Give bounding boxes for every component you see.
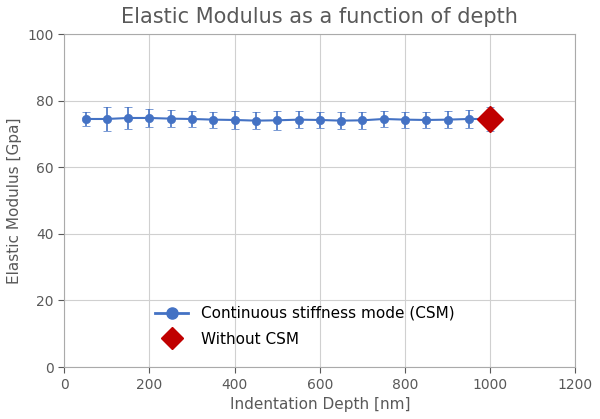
Legend: Continuous stiffness mode (CSM), Without CSM: Continuous stiffness mode (CSM), Without…	[149, 300, 460, 353]
X-axis label: Indentation Depth [nm]: Indentation Depth [nm]	[230, 397, 410, 412]
Title: Elastic Modulus as a function of depth: Elastic Modulus as a function of depth	[121, 7, 518, 27]
Y-axis label: Elastic Modulus [Gpa]: Elastic Modulus [Gpa]	[7, 117, 22, 284]
